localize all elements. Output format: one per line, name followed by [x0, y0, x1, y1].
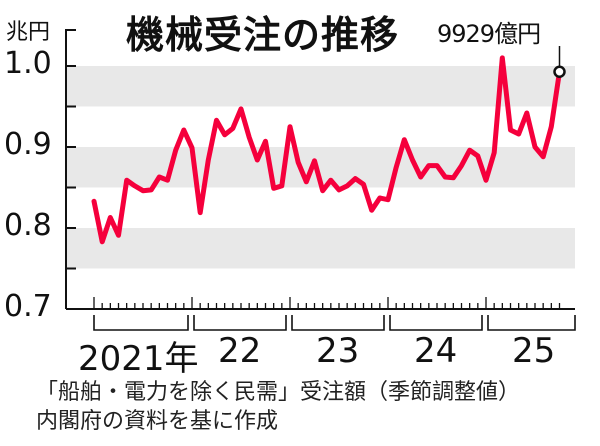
- data-line: [91, 55, 562, 245]
- year-bracket: [291, 315, 385, 331]
- year-bracket: [93, 315, 189, 331]
- chart-title: 機械受注の推移: [126, 13, 400, 57]
- x-year-label-2024: 24: [414, 331, 458, 371]
- y-tick-label-0-7: 0.7: [4, 289, 52, 324]
- x-year-label-2022: 22: [218, 331, 262, 371]
- y-axis-unit-label: 兆円: [6, 20, 51, 45]
- year-bracket: [487, 315, 576, 331]
- x-year-label-2025: 25: [512, 331, 556, 371]
- last-point-marker: [553, 65, 566, 79]
- year-bracket: [193, 315, 287, 331]
- y-tick-label-0-9: 0.9: [4, 127, 52, 162]
- year-bracket: [389, 315, 483, 331]
- x-year-label-2021: 2021年: [78, 339, 199, 379]
- x-year-label-2023: 23: [316, 331, 360, 371]
- y-tick-label-1-0: 1.0: [4, 46, 52, 81]
- grid-band: [67, 66, 575, 107]
- last-value-annotation: 9929億円: [437, 20, 541, 48]
- y-tick-label-0-8: 0.8: [4, 208, 52, 243]
- grid-band: [67, 228, 575, 269]
- footnote-series-description: 「船舶・電力を除く民需」受注額（季節調整値）: [36, 380, 521, 405]
- footnote-source: 内閣府の資料を基に作成: [36, 409, 279, 434]
